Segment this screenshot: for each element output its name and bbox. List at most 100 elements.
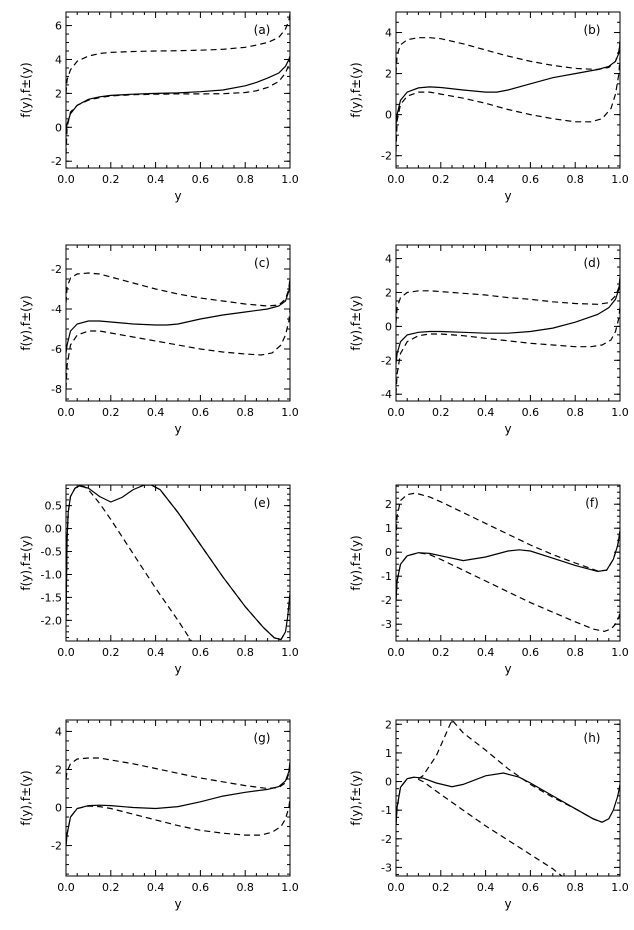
- chart-panel: 0.0 0.2 0.4 0.6 0.8 1.0 -3 -2 -1 0 1 2 (h) y f(y),f±(y…: [349, 718, 629, 911]
- y-tick-label: 0: [385, 109, 392, 122]
- y-axis-label: f(y),f±(y): [349, 770, 363, 825]
- plot-frame: [395, 719, 621, 877]
- solid-curve: [66, 278, 290, 354]
- x-tick-label: 1.0: [611, 881, 629, 894]
- y-axis-label: f(y),f±(y): [349, 62, 363, 117]
- dashed-curve: [418, 720, 603, 823]
- solid-curve: [396, 772, 620, 825]
- y-axis-label: f(y),f±(y): [349, 535, 363, 590]
- y-tick-label: 2: [55, 763, 62, 776]
- y-tick-label: 2: [385, 718, 392, 731]
- x-tick-label: 0.0: [387, 881, 405, 894]
- panel-label: (f): [585, 496, 599, 510]
- y-tick-label: -8: [51, 383, 62, 396]
- x-tick-label: 0.8: [236, 406, 254, 419]
- x-tick-label: 0.8: [566, 406, 584, 419]
- x-tick-label: 0.0: [387, 406, 405, 419]
- y-tick-label: -1.0: [41, 568, 62, 581]
- x-tick-label: 0.4: [147, 173, 165, 186]
- x-tick-label: 0.4: [477, 881, 495, 894]
- x-tick-label: 1.0: [281, 881, 299, 894]
- x-axis-label: y: [504, 897, 511, 911]
- x-tick-label: 0.2: [102, 881, 120, 894]
- y-tick-label: 1: [385, 747, 392, 760]
- y-tick-label: 4: [385, 27, 392, 40]
- dashed-curve: [144, 485, 287, 641]
- dashed-curve: [66, 757, 290, 790]
- panel-label: (e): [254, 496, 271, 510]
- dashed-curve: [66, 797, 290, 846]
- x-tick-label: 0.4: [147, 881, 165, 894]
- x-tick-label: 0.4: [477, 173, 495, 186]
- x-axis-label: y: [504, 189, 511, 203]
- y-tick-label: -6: [51, 343, 62, 356]
- x-tick-label: 0.6: [192, 646, 210, 659]
- x-tick-label: 0.6: [522, 881, 540, 894]
- x-tick-label: 0.2: [432, 173, 450, 186]
- x-tick-label: 1.0: [611, 646, 629, 659]
- y-tick-label: 0.0: [45, 523, 63, 536]
- x-tick-label: 1.0: [611, 173, 629, 186]
- dashed-curve: [396, 277, 620, 324]
- chart-panel: 0.0 0.2 0.4 0.6 0.8 1.0 -3 -2 -1 0 1 2 (f) y f(y),f±(y…: [349, 484, 629, 676]
- chart-panel: 0.0 0.2 0.4 0.6 0.8 1.0 -8 -6 -4 -2 (c) y f(y),f±(y): [19, 244, 299, 436]
- x-axis-label: y: [504, 662, 511, 676]
- dashed-curve: [396, 57, 620, 152]
- x-tick-label: 0.2: [102, 646, 120, 659]
- x-axis-label: y: [174, 422, 181, 436]
- y-tick-label: 2: [385, 498, 392, 511]
- x-tick-label: 0.8: [236, 881, 254, 894]
- y-tick-label: 0: [385, 776, 392, 789]
- x-tick-label: 0.0: [57, 406, 75, 419]
- x-tick-label: 0.2: [102, 173, 120, 186]
- y-axis-label: f(y),f±(y): [19, 770, 33, 825]
- y-tick-label: -2: [51, 263, 62, 276]
- solid-curve: [396, 278, 620, 364]
- plot-frame: [395, 484, 621, 642]
- x-tick-label: 0.2: [432, 646, 450, 659]
- x-axis-label: y: [174, 189, 181, 203]
- y-tick-label: -2: [51, 840, 62, 853]
- x-tick-label: 0.2: [432, 406, 450, 419]
- x-tick-label: 0.6: [522, 406, 540, 419]
- y-tick-label: -1: [381, 804, 392, 817]
- x-tick-label: 0.8: [566, 646, 584, 659]
- y-tick-label: 1: [385, 522, 392, 535]
- x-tick-label: 0.4: [477, 646, 495, 659]
- y-axis-label: f(y),f±(y): [349, 295, 363, 350]
- x-tick-label: 0.0: [387, 646, 405, 659]
- y-tick-label: 0: [55, 802, 62, 815]
- y-tick-label: -2: [381, 354, 392, 367]
- x-tick-label: 0.8: [566, 881, 584, 894]
- x-tick-label: 0.4: [477, 406, 495, 419]
- y-tick-label: 4: [55, 725, 62, 738]
- dashed-curve: [396, 37, 620, 74]
- solid-curve: [396, 530, 620, 601]
- y-tick-label: 4: [55, 53, 62, 66]
- x-tick-label: 1.0: [281, 406, 299, 419]
- x-tick-label: 0.6: [192, 881, 210, 894]
- y-tick-label: 0: [385, 546, 392, 559]
- x-tick-label: 0.2: [102, 406, 120, 419]
- x-axis-label: y: [174, 897, 181, 911]
- chart-panel: 0.0 0.2 0.4 0.6 0.8 1.0 -2 0 2 4 (g) y f(y),f±(y): [19, 719, 299, 911]
- y-tick-label: -3: [381, 618, 392, 631]
- y-tick-label: 2: [55, 87, 62, 100]
- x-tick-label: 1.0: [281, 646, 299, 659]
- x-tick-label: 0.4: [147, 646, 165, 659]
- x-tick-label: 0.6: [192, 173, 210, 186]
- plot-frame: [395, 11, 621, 169]
- y-tick-label: -3: [381, 861, 392, 874]
- y-tick-label: 2: [385, 286, 392, 299]
- x-tick-label: 0.6: [192, 406, 210, 419]
- dashed-curve: [66, 272, 290, 307]
- y-tick-label: -4: [51, 303, 62, 316]
- y-tick-label: 0: [55, 121, 62, 134]
- x-axis-label: y: [174, 662, 181, 676]
- dashed-curve: [396, 305, 620, 395]
- y-tick-label: 0: [385, 320, 392, 333]
- y-axis-label: f(y),f±(y): [19, 535, 33, 590]
- x-tick-label: 1.0: [611, 406, 629, 419]
- y-tick-label: -4: [381, 388, 392, 401]
